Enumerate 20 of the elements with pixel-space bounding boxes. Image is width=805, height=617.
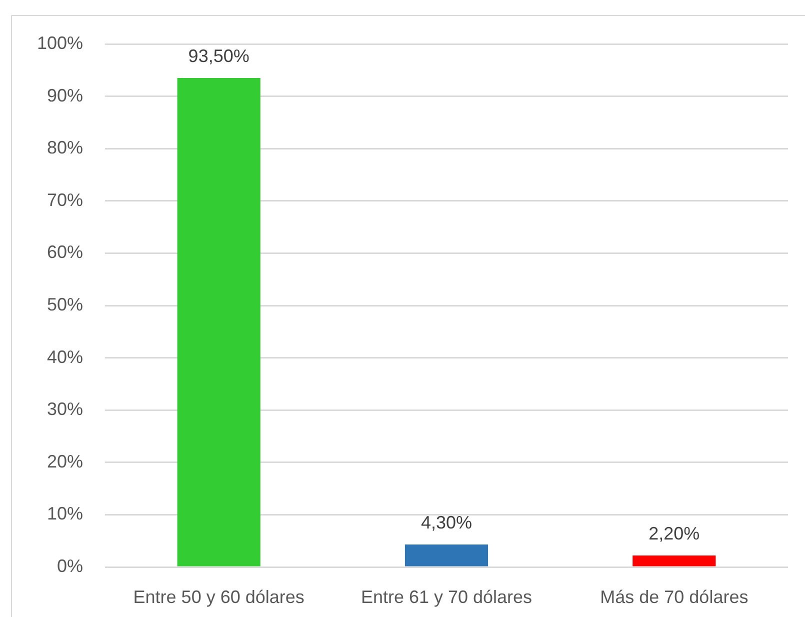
y-tick-label: 60% — [46, 242, 83, 262]
y-tick-label: 30% — [46, 399, 83, 420]
x-tick-label: Más de 70 dólares — [600, 586, 748, 607]
x-tick-label: Entre 61 y 70 dólares — [360, 586, 532, 607]
y-tick-label: 70% — [46, 190, 83, 210]
y-tick-label: 50% — [46, 294, 83, 314]
data-label: 2,20% — [648, 523, 700, 544]
y-tick-label: 90% — [46, 85, 83, 106]
y-tick-label: 10% — [46, 504, 83, 524]
bar — [404, 544, 488, 566]
y-tick-label: 80% — [46, 138, 83, 158]
y-tick-label: 100% — [36, 32, 83, 53]
data-label: 93,50% — [188, 46, 250, 66]
y-tick-label: 40% — [46, 346, 83, 367]
y-tick-label: 0% — [56, 556, 83, 576]
bar — [632, 555, 716, 566]
data-label: 4,30% — [420, 512, 472, 532]
x-tick-label: Entre 50 y 60 dólares — [133, 586, 304, 607]
bar — [177, 78, 260, 566]
y-tick-label: 20% — [46, 451, 83, 472]
